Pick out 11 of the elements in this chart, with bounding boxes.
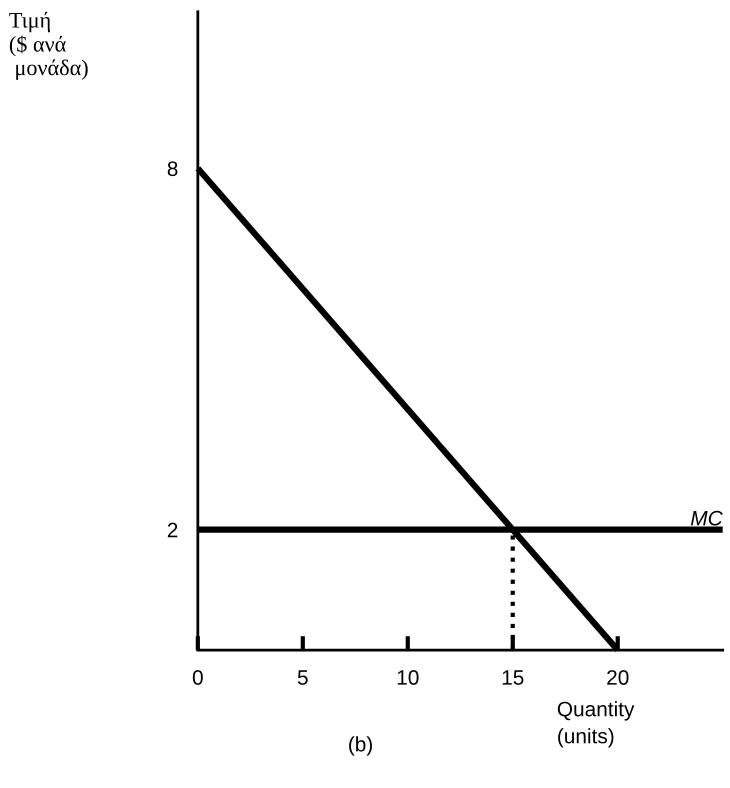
- x-axis-title: Quantity (units): [558, 701, 634, 748]
- x-tick-label: 15: [502, 670, 524, 685]
- y-axis-title: Τιμή ($ ανά μονάδα): [9, 12, 88, 80]
- x-tick-label: 0: [192, 670, 203, 685]
- y-tick-label: 8: [168, 161, 178, 176]
- x-tick-label: 20: [607, 670, 628, 685]
- x-tick-label: 10: [398, 670, 419, 685]
- series-label: MC: [690, 510, 723, 526]
- text: (b): [349, 736, 372, 756]
- x-tick-label: 5: [298, 670, 308, 685]
- y-tick-label: 2: [168, 522, 178, 538]
